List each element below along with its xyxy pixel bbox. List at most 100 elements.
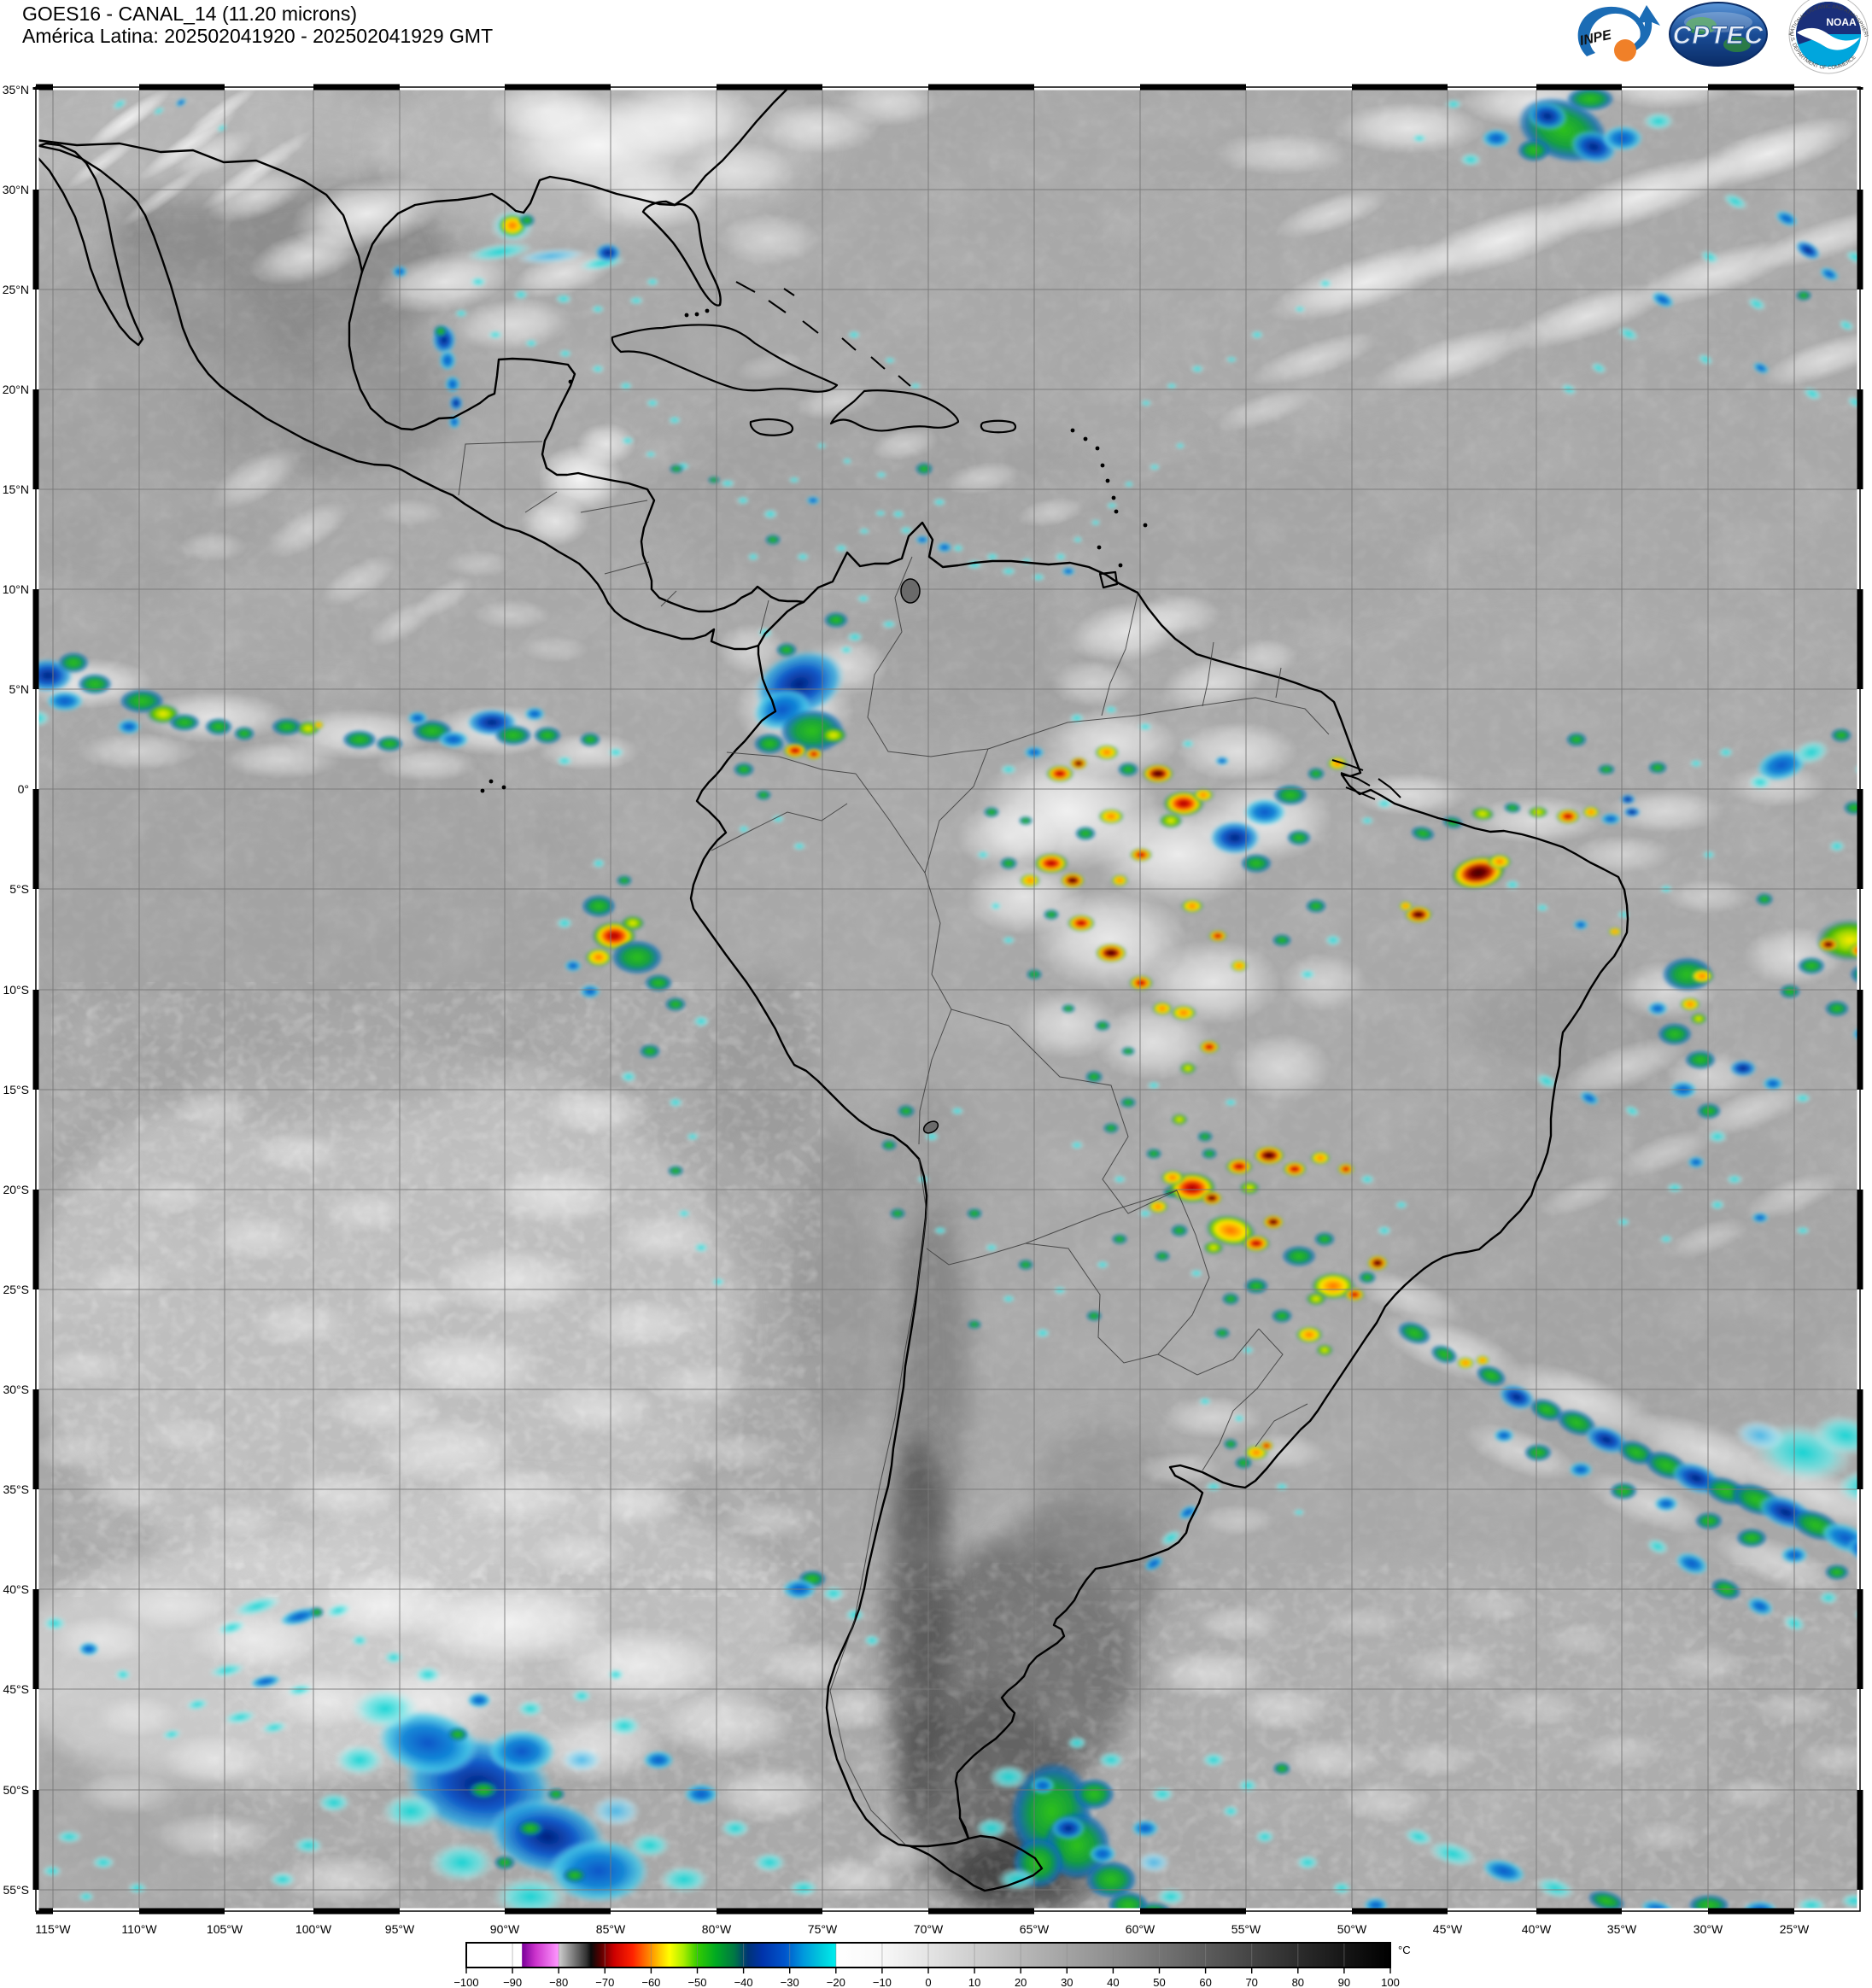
inpe-logo: INPE (1577, 5, 1660, 61)
island-outline (829, 389, 960, 432)
cloud-field (1370, 325, 1534, 392)
convective-cell (881, 1140, 897, 1150)
latitude-label: 25°N (3, 283, 29, 296)
convective-cell (1403, 1827, 1434, 1846)
convective-cell (611, 940, 663, 974)
convective-cell (488, 330, 503, 339)
colorbar-tick-label: −100 (453, 1976, 478, 1988)
colorbar-tick-label: −40 (734, 1976, 753, 1988)
convective-cell (805, 748, 822, 760)
cloud-field (1506, 283, 1670, 349)
country-border (660, 590, 677, 607)
convective-cell (720, 1819, 751, 1838)
small-island-stroke (735, 281, 756, 293)
convective-cell (555, 294, 572, 304)
cloud-field (965, 858, 1085, 935)
convective-cell (293, 1837, 324, 1854)
convective-cell (223, 1710, 257, 1725)
cloud-field (649, 1362, 752, 1405)
convective-cell (1171, 1114, 1188, 1126)
convective-cell (1272, 934, 1291, 946)
convective-cell (1159, 813, 1183, 828)
country-border (580, 500, 648, 513)
cloud-field (1275, 189, 1389, 238)
convective-cell (114, 1669, 132, 1681)
country-border (1202, 641, 1214, 707)
latitude-label: 15°N (3, 482, 29, 496)
coastline (689, 521, 1629, 1848)
convective-cell (1654, 1496, 1678, 1511)
cloud-field (393, 1332, 547, 1400)
convective-cell (1260, 1441, 1273, 1451)
small-island-stroke (841, 337, 857, 351)
convective-cell (967, 1208, 982, 1219)
convective-cell (1124, 481, 1134, 488)
convective-cell (1111, 874, 1128, 886)
convective-cell (1795, 1226, 1811, 1235)
islet-speck (1143, 523, 1148, 528)
convective-cell (1494, 1429, 1514, 1442)
convective-cell (834, 544, 848, 553)
cloud-field (1392, 1740, 1477, 1778)
convective-cell (1001, 567, 1016, 576)
convective-cell (1535, 1073, 1559, 1090)
cloud-field (1463, 1423, 1577, 1481)
cloud-field (1499, 1361, 1661, 1440)
convective-cell (1062, 567, 1075, 576)
country-border (829, 1158, 927, 1845)
convective-cell (1148, 1200, 1168, 1213)
axis-labels: 35°N 30°N 25°N 20°N 15°N 10°N 5°N 0° 5°S 10°S 15°S… (3, 83, 1810, 1936)
convective-cell (1412, 134, 1427, 143)
convective-cell (1314, 1232, 1335, 1246)
convective-cell (494, 725, 532, 746)
convective-cell (1819, 266, 1840, 282)
convective-cell (1000, 764, 1017, 775)
convective-cell (580, 733, 600, 746)
cloud-field (282, 1469, 401, 1520)
cloud-field (1161, 656, 1264, 710)
convective-cell (272, 718, 302, 735)
convective-cell (1140, 400, 1152, 406)
cloud-field (1337, 1781, 1430, 1822)
cloud-field (1580, 1732, 1665, 1769)
convective-cell (445, 376, 460, 393)
convective-cell (1752, 362, 1770, 374)
islet-speck (1095, 446, 1100, 451)
convective-cell (776, 643, 797, 657)
convective-cell (1130, 848, 1152, 862)
convective-cell (1215, 757, 1229, 765)
convective-cell (1445, 99, 1462, 109)
convective-cell (1073, 1779, 1114, 1810)
convective-cell (820, 727, 847, 744)
convective-cell (1075, 827, 1096, 840)
convective-cell (1598, 764, 1615, 775)
convective-cell (752, 1852, 787, 1873)
convective-cell (1795, 240, 1821, 260)
convective-cell (1222, 1293, 1239, 1305)
convective-cell (1482, 1858, 1526, 1884)
cloud-field (734, 352, 803, 383)
cloud-field (248, 1300, 350, 1348)
longitude-label: 40°W (1522, 1922, 1552, 1936)
convective-cell (665, 997, 686, 1011)
islet-speck (488, 779, 494, 784)
convective-cell (556, 917, 573, 929)
convective-cell (933, 498, 946, 506)
convective-cell (1214, 1328, 1230, 1338)
convective-cell (1697, 354, 1714, 365)
cloud-field (376, 747, 478, 781)
small-island-stroke (1345, 786, 1376, 800)
convective-cell (1272, 1309, 1292, 1323)
convective-cell (1590, 362, 1607, 374)
longitude-label: 90°W (490, 1922, 520, 1936)
convective-cell (1237, 1779, 1258, 1792)
convective-cell (1138, 1209, 1152, 1218)
cloud-field (111, 1580, 231, 1631)
colorbar-tick-label: 20 (1015, 1976, 1027, 1988)
convective-cell (686, 1132, 699, 1141)
convective-cell (1209, 821, 1261, 855)
cloud-field (521, 635, 589, 663)
cloud-field (413, 576, 475, 619)
convective-cell (1046, 765, 1073, 782)
convective-cell (1113, 1175, 1126, 1184)
